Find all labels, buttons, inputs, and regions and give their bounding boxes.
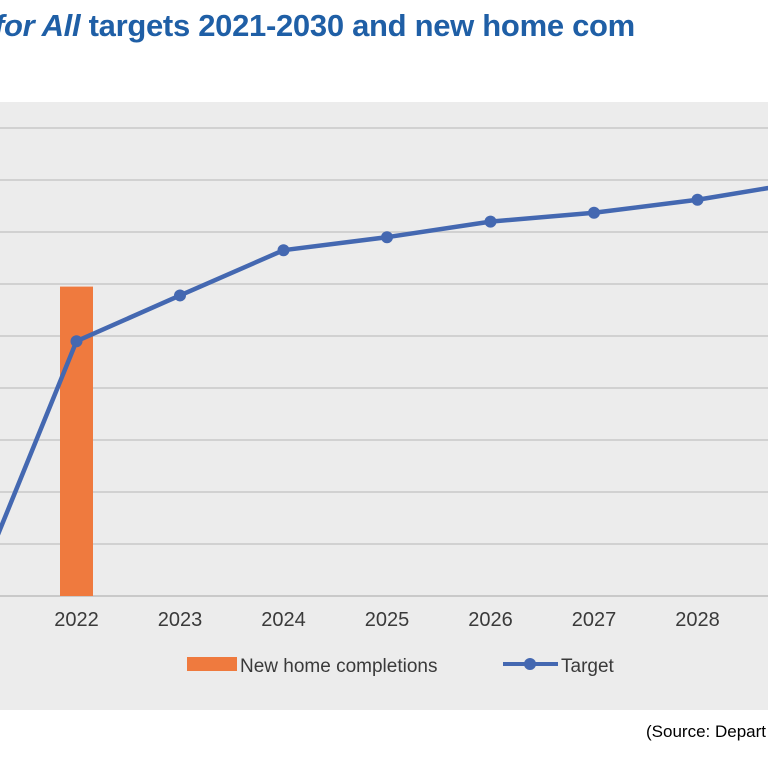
- target-point-2026: [484, 215, 497, 228]
- chart-title-rest: targets 2021-2030 and new home com: [80, 8, 636, 43]
- x-tick-labels: 2022 2023 2024 2025 2026 2027 2028: [54, 609, 720, 631]
- bar-2022: [60, 286, 93, 596]
- target-point-2023: [174, 289, 186, 302]
- x-tick-label: 2026: [468, 609, 513, 631]
- chart: 2022 2023 2024 2025 2026 2027 2028 New home co…: [0, 102, 768, 710]
- legend-label-completions: New home completions: [240, 656, 437, 677]
- x-tick-label: 2023: [158, 609, 203, 631]
- target-line: [0, 185, 768, 536]
- legend-swatch-completions: [187, 657, 237, 671]
- plot-area: [0, 102, 768, 710]
- legend: New home completions Target: [187, 656, 615, 677]
- gridlines: [0, 127, 768, 597]
- chart-title: for All targets 2021-2030 and new home c…: [0, 8, 768, 44]
- x-tick-label: 2028: [675, 609, 720, 631]
- target-point-2027: [588, 206, 600, 219]
- target-point-2022: [70, 335, 83, 348]
- target-point-2025: [381, 231, 393, 244]
- legend-label-target: Target: [561, 656, 615, 677]
- target-point-2028: [691, 193, 704, 206]
- target-point-2024: [277, 244, 290, 257]
- x-tick-label: 2022: [54, 609, 99, 631]
- x-tick-label: 2027: [572, 609, 617, 631]
- x-tick-label: 2024: [261, 609, 306, 631]
- source-note: (Source: Depart: [646, 722, 766, 741]
- legend-swatch-target-marker: [524, 658, 536, 670]
- x-tick-label: 2025: [365, 609, 410, 631]
- chart-title-italic: for All: [0, 8, 81, 43]
- bars: [60, 286, 93, 596]
